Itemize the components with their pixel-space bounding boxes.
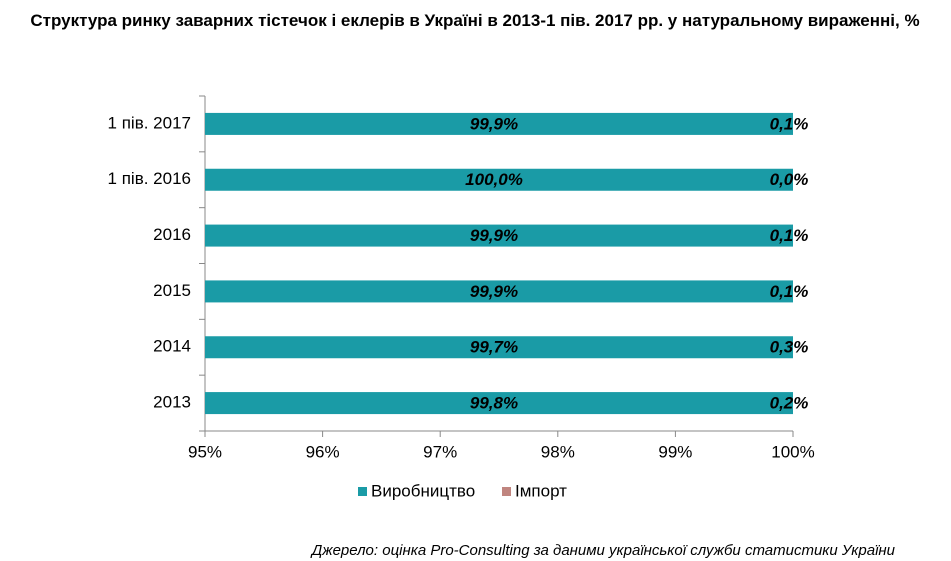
legend-label: Імпорт	[515, 481, 567, 500]
bar-segment	[205, 336, 793, 359]
value-label: 0,2%	[770, 394, 809, 413]
source: Джерело: оцінка Pro-Consulting за даними…	[310, 542, 896, 559]
value-label: 99,9%	[470, 114, 518, 133]
y-tick-label: 2014	[153, 337, 191, 356]
bar-segment	[205, 224, 793, 247]
y-tick-label: 2015	[153, 281, 191, 300]
y-tick-label: 2016	[153, 225, 191, 244]
legend-swatch	[502, 487, 511, 496]
y-tick-label: 1 пів. 2017	[108, 113, 191, 132]
x-tick-label: 100%	[771, 442, 814, 461]
legend-swatch	[358, 487, 367, 496]
value-label: 0,0%	[770, 170, 809, 189]
bar-segment	[205, 280, 793, 303]
value-label: 0,1%	[770, 114, 809, 133]
value-label: 99,7%	[470, 338, 518, 357]
chart-title: Структура ринку заварних тістечок і екле…	[30, 11, 920, 30]
value-label: 0,1%	[770, 226, 809, 245]
y-tick-label: 1 пів. 2016	[108, 169, 191, 188]
x-tick-label: 99%	[658, 442, 692, 461]
y-tick-label: 2013	[153, 393, 191, 412]
value-label: 0,3%	[770, 338, 809, 357]
value-label: 100,0%	[465, 170, 523, 189]
x-tick-label: 97%	[423, 442, 457, 461]
legend-label: Виробництво	[371, 481, 475, 500]
x-tick-label: 96%	[306, 442, 340, 461]
value-label: 0,1%	[770, 282, 809, 301]
x-tick-label: 95%	[188, 442, 222, 461]
bar-segment	[205, 392, 793, 415]
x-tick-label: 98%	[541, 442, 575, 461]
value-label: 99,9%	[470, 226, 518, 245]
bar-segment	[205, 112, 793, 135]
bar-segment	[205, 168, 793, 191]
value-label: 99,9%	[470, 282, 518, 301]
value-label: 99,8%	[470, 394, 518, 413]
